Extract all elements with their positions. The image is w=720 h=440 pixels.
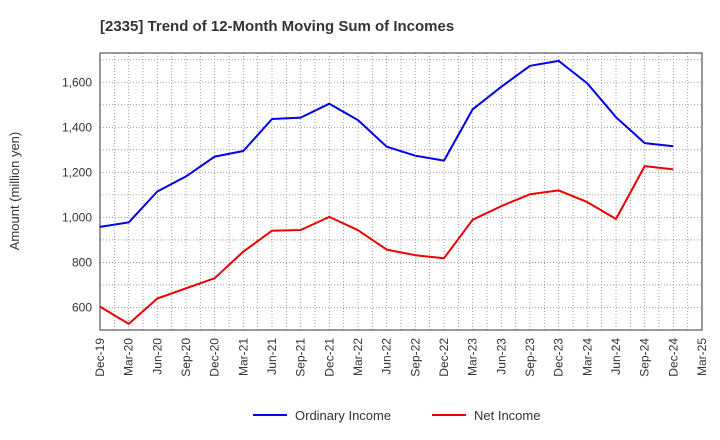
x-tick-label: Sep-20 [179,338,193,377]
x-tick-label: Mar-20 [122,338,136,376]
legend-label-1: Net Income [474,408,540,423]
x-tick-label: Sep-22 [408,338,422,377]
x-axis: Dec-19 Mar-20 Jun-20 Sep-20 Dec-20 Mar-21 Jun-… [93,338,709,377]
x-tick-label: Mar-24 [580,338,594,376]
y-axis: 600 800 1,000 1,200 1,400 1,600 [62,75,92,314]
x-tick-label: Mar-21 [236,338,250,376]
y-tick-label: 1,400 [62,120,92,134]
chart-title: [2335] Trend of 12-Month Moving Sum of I… [100,18,454,35]
gridlines [99,53,703,330]
x-tick-label: Dec-19 [93,338,107,377]
y-tick-label: 1,000 [62,210,92,224]
x-tick-label: Sep-23 [523,338,537,377]
x-tick-label: Sep-24 [638,338,652,377]
series-lines [99,59,674,325]
plot-area [99,52,703,331]
series-line-1 [99,165,674,325]
x-tick-label: Mar-23 [466,338,480,376]
y-tick-label: 1,200 [62,165,92,179]
x-tick-label: Mar-22 [351,338,365,376]
legend-label-0: Ordinary Income [295,408,391,423]
x-tick-label: Jun-20 [150,338,164,375]
x-tick-label: Dec-20 [208,338,222,377]
x-tick-label: Jun-24 [609,338,623,375]
y-tick-label: 600 [72,300,92,314]
x-tick-label: Dec-22 [437,338,451,377]
x-tick-label: Dec-24 [666,338,680,377]
x-tick-label: Dec-21 [322,338,336,377]
x-tick-label: Jun-21 [265,338,279,375]
x-tick-label: Mar-25 [695,338,709,376]
legend: Ordinary Income Net Income [253,408,540,423]
y-tick-label: 800 [72,255,92,269]
x-tick-label: Dec-23 [552,338,566,377]
x-tick-label: Jun-22 [380,338,394,375]
y-tick-label: 1,600 [62,75,92,89]
x-tick-label: Sep-21 [294,338,308,377]
y-axis-label: Amount (million yen) [7,132,22,251]
x-tick-label: Jun-23 [494,338,508,375]
series-line-0 [99,59,674,228]
